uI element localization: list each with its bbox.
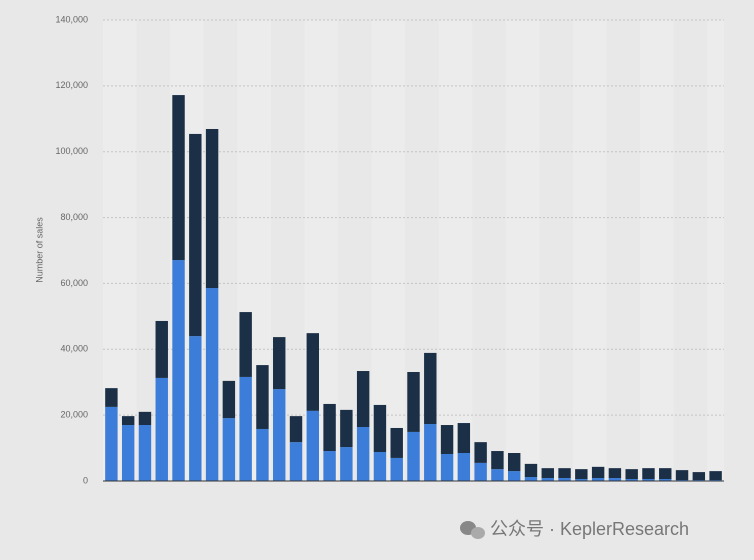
bar-segment [457, 423, 471, 454]
bar-segment [659, 468, 672, 480]
bar-segment [591, 466, 605, 479]
bar-segment [491, 469, 504, 481]
bar-segment [256, 428, 269, 481]
bar-segment [524, 477, 538, 481]
bar-segment [121, 416, 135, 426]
bar-segment [256, 365, 269, 429]
bar-segment [205, 288, 219, 481]
y-tick-label: 120,000 [55, 80, 88, 90]
bar-segment [323, 451, 336, 481]
bar-segment [105, 406, 118, 481]
bar-segment [306, 410, 320, 481]
bar-segment [507, 471, 521, 481]
bar-segment [424, 424, 437, 481]
bar-segment [608, 468, 622, 479]
bar-segment [608, 478, 622, 481]
y-tick-label: 40,000 [60, 344, 88, 354]
bar-segment [424, 352, 437, 425]
bar-segment [575, 479, 588, 481]
bar-segment [457, 453, 471, 481]
bar-segment [273, 337, 286, 390]
bar-segment [121, 425, 135, 481]
bar-segment [222, 418, 236, 481]
y-tick-label: 20,000 [60, 410, 88, 420]
bar-segment [323, 403, 336, 452]
bar-segment [340, 447, 353, 481]
bar-segment [675, 470, 689, 481]
bar-segment [273, 389, 286, 481]
bar-segment [306, 333, 320, 411]
bar-segment [239, 376, 252, 481]
bar-segment [222, 380, 236, 419]
bar-segment [541, 478, 554, 481]
bar-segment [474, 462, 487, 481]
plot-band [707, 20, 724, 481]
bar-segment [440, 453, 454, 481]
y-tick-label: 140,000 [55, 14, 88, 24]
bar-segment [524, 463, 538, 478]
bar-segment [172, 95, 185, 261]
bar-segment [591, 478, 605, 481]
plot-band [572, 20, 607, 481]
bar-segment [155, 377, 168, 481]
bar-segment [373, 452, 387, 481]
bar-segment [625, 479, 638, 481]
bar-segment [289, 416, 303, 443]
bar-segment [491, 451, 504, 470]
y-axis-label: Number of sales [34, 217, 44, 283]
bar-segment [558, 478, 571, 481]
y-tick-label: 100,000 [55, 146, 88, 156]
bar-segment [692, 472, 706, 481]
bar-segment [659, 479, 672, 481]
bar-segment [138, 411, 152, 426]
bar-segment [172, 260, 185, 481]
bar-segment [558, 468, 571, 479]
bar-segment [390, 427, 403, 458]
bar-segment [155, 320, 168, 378]
y-tick-label: 60,000 [60, 278, 88, 288]
bar-segment [105, 388, 118, 407]
bar-segment [541, 468, 554, 479]
bar-segment [205, 128, 219, 289]
plot-band [505, 20, 540, 481]
bar-segment [289, 442, 303, 481]
bar-segment [642, 468, 655, 480]
plot-band [640, 20, 674, 481]
plot-band [438, 20, 473, 481]
bar-segment [189, 336, 202, 481]
bar-segment [390, 457, 403, 481]
bar-segment [189, 133, 202, 337]
bar-segment [440, 425, 454, 454]
bar-segment [507, 453, 521, 472]
bar-segment [340, 409, 353, 448]
bar-segment [356, 426, 370, 481]
bar-segment [356, 371, 370, 427]
watermark: 公众号 · KeplerResearch [490, 519, 689, 539]
bar-segment [407, 372, 420, 432]
plot-band [371, 20, 406, 481]
bar-segment [625, 469, 638, 480]
watermark-icon [460, 521, 485, 539]
bar-segment [474, 442, 487, 463]
bar-segment [642, 479, 655, 481]
y-tick-label: 0 [83, 475, 88, 485]
bar-segment [407, 431, 420, 481]
bar-segment [373, 404, 387, 453]
bar-segment [138, 425, 152, 481]
bar-segment [575, 469, 588, 480]
bar-segment [709, 471, 722, 481]
y-tick-label: 80,000 [60, 212, 88, 222]
bar-segment [239, 312, 252, 377]
plot-bands [103, 20, 724, 481]
